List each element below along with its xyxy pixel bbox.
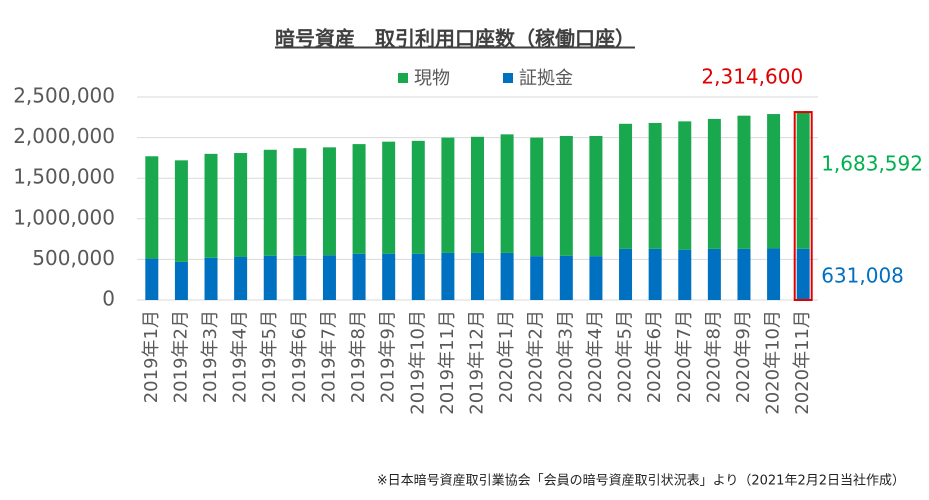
bar-segment xyxy=(322,147,336,256)
bar-segment xyxy=(737,248,751,300)
x-tick-label: 2019年8月 xyxy=(348,310,369,403)
bar-segment xyxy=(263,149,277,256)
bar-segment xyxy=(500,134,514,253)
x-tick-label: 2019年10月 xyxy=(407,310,428,415)
x-tick-label: 2019年6月 xyxy=(289,310,310,403)
x-tick-label: 2020年1月 xyxy=(496,310,517,403)
bar-segment xyxy=(145,258,159,300)
y-tick-label: 1,000,000 xyxy=(13,205,115,229)
data-label: 1,683,592 xyxy=(821,152,923,176)
legend-label: 証拠金 xyxy=(519,68,573,89)
bar-segment xyxy=(589,256,603,300)
x-tick-label: 2020年7月 xyxy=(674,310,695,403)
x-tick-label: 2020年3月 xyxy=(555,310,576,403)
bar-segment xyxy=(382,253,396,300)
bar-segment xyxy=(234,153,248,257)
bar-segment xyxy=(322,255,336,300)
bar-segment xyxy=(530,137,544,257)
bar-segment xyxy=(174,160,188,262)
legend-swatch xyxy=(398,73,408,83)
bar-segment xyxy=(174,261,188,300)
bar-segment xyxy=(707,248,721,300)
bar-segment xyxy=(767,114,781,249)
x-tick-label: 2019年4月 xyxy=(230,310,251,403)
y-tick-label: 0 xyxy=(102,287,115,311)
chart-title: 暗号資産 取引利用口座数（稼働口座） xyxy=(275,27,635,51)
bar-segment xyxy=(559,135,573,256)
bar-segment xyxy=(648,248,662,300)
bar-segment xyxy=(619,248,633,300)
bar-segment xyxy=(471,252,484,300)
x-tick-label: 2019年3月 xyxy=(200,310,221,403)
legend-label: 現物 xyxy=(414,68,450,89)
bar-segment xyxy=(767,248,781,300)
data-label: 631,008 xyxy=(821,264,904,288)
bar-segment xyxy=(796,112,810,249)
bar-segment xyxy=(204,257,218,300)
y-tick-label: 2,500,000 xyxy=(13,84,115,108)
x-tick-label: 2020年6月 xyxy=(644,310,665,403)
x-tick-label: 2019年2月 xyxy=(170,310,191,403)
bar-segment xyxy=(619,123,633,249)
bar-segment xyxy=(382,141,396,254)
x-tick-label: 2020年11月 xyxy=(792,310,813,415)
legend-swatch xyxy=(503,73,513,83)
bar-segment xyxy=(648,122,662,249)
bar-segment xyxy=(263,255,277,300)
bar-segment xyxy=(559,255,573,300)
y-tick-label: 2,000,000 xyxy=(13,124,115,148)
bar-segment xyxy=(678,121,692,250)
bar-segment xyxy=(293,255,307,300)
x-tick-label: 2020年10月 xyxy=(763,310,784,415)
bar-segment xyxy=(678,249,692,300)
x-tick-label: 2020年9月 xyxy=(733,310,754,403)
bar-segment xyxy=(441,137,455,253)
x-tick-label: 2019年11月 xyxy=(437,310,458,415)
x-tick-label: 2019年5月 xyxy=(259,310,280,403)
x-tick-label: 2020年2月 xyxy=(526,310,547,403)
bar-segment xyxy=(204,153,218,258)
highlight-box xyxy=(793,111,813,302)
bar-segment xyxy=(530,256,544,300)
y-tick-label: 500,000 xyxy=(32,246,115,270)
total-label: 2,314,600 xyxy=(701,65,803,89)
y-tick-label: 1,500,000 xyxy=(13,165,115,189)
bar-segment xyxy=(796,248,810,300)
x-tick-label: 2019年12月 xyxy=(467,310,488,415)
bar-segment xyxy=(441,252,455,300)
bar-segment xyxy=(471,136,484,253)
x-tick-label: 2020年5月 xyxy=(615,310,636,403)
bar-segment xyxy=(589,135,603,257)
bar-segment xyxy=(500,252,514,300)
bar-segment xyxy=(737,115,751,249)
x-tick-label: 2019年7月 xyxy=(318,310,339,403)
x-tick-label: 2020年4月 xyxy=(585,310,606,403)
x-tick-label: 2020年8月 xyxy=(703,310,724,403)
bar-segment xyxy=(352,253,366,300)
bar-segment xyxy=(293,148,307,256)
x-tick-label: 2019年9月 xyxy=(378,310,399,403)
bar-segment xyxy=(707,118,721,249)
bar-segment xyxy=(145,156,159,259)
x-tick-label: 2019年1月 xyxy=(141,310,162,403)
bar-segment xyxy=(411,253,425,300)
bar-segment xyxy=(234,256,248,300)
bar-segment xyxy=(352,144,366,254)
footnote: ※日本暗号資産取引業協会「会員の暗号資産取引状況表」より（2021年2月2日当社… xyxy=(377,473,905,489)
bar-segment xyxy=(411,140,425,254)
